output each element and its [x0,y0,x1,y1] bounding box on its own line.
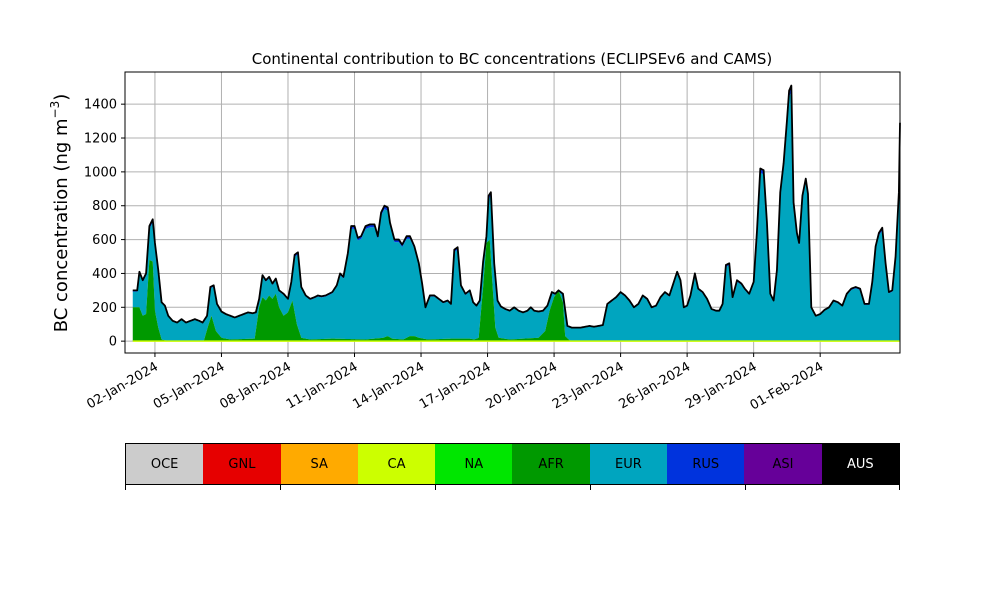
x-tick-label: 14-Jan-2024 [350,359,427,412]
y-axis-label: BC concentration (ng m−3) [48,94,72,333]
x-tick-label: 23-Jan-2024 [550,359,627,412]
legend-item-sa: SA [280,444,358,484]
y-tick-label: 800 [92,199,117,214]
legend-item-oce: OCE [126,444,204,484]
y-tick-label: 0 [109,335,117,350]
legend-item-gnl: GNL [203,444,281,484]
area-afr [132,239,900,342]
legend-item-na: NA [435,444,513,484]
y-tick-label: 200 [92,301,117,316]
area-eur [132,91,900,342]
x-tick-label: 08-Jan-2024 [217,359,294,412]
legend-item-rus: RUS [667,444,745,484]
area-layer [132,84,901,342]
legend-item-asi: ASI [744,444,822,484]
legend-colorbar: OCE GNL SA CA NA AFR EUR RUS ASI AUS [125,443,900,485]
y-tick-label: 1400 [84,98,117,113]
legend-ticks [125,485,900,490]
y-tick-label: 1000 [84,165,117,180]
x-tick-label: 20-Jan-2024 [483,359,560,412]
legend-item-aus: AUS [821,444,899,484]
x-tick-label: 02-Jan-2024 [84,359,161,412]
y-tick-label: 400 [92,267,117,282]
legend-item-ca: CA [357,444,436,484]
y-tick-label: 600 [92,233,117,248]
legend-item-afr: AFR [512,444,590,484]
y-axis-label-main: BC concentration (ng m [51,118,72,332]
y-axis-label-sup: −3 [48,101,62,119]
x-tick-label: 17-Jan-2024 [417,359,494,412]
y-tick-label: 1200 [84,132,117,147]
chart-title: Continental contribution to BC concentra… [252,50,773,68]
x-tick-label: 26-Jan-2024 [617,359,694,412]
line-total [132,84,901,329]
legend-item-eur: EUR [589,444,668,484]
x-tick-label: 05-Jan-2024 [151,359,228,412]
x-tick-label: 11-Jan-2024 [284,359,361,412]
x-tick-label: 29-Jan-2024 [683,359,760,412]
y-axis-label-close: ) [51,94,72,101]
plot-frame [124,71,901,354]
x-tick-label: 01-Feb-2024 [748,359,827,413]
